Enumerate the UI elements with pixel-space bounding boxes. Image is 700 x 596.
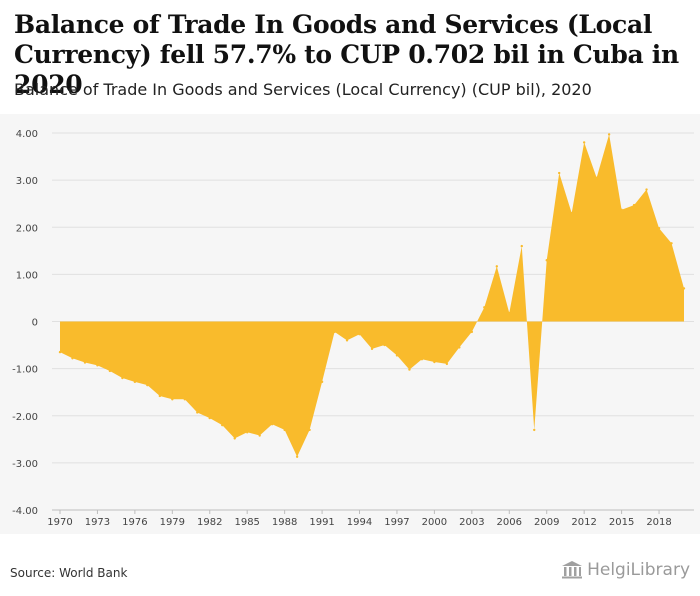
data-point [308, 428, 311, 432]
x-tick-label: 2000 [422, 517, 447, 528]
data-point [108, 369, 112, 373]
x-tick-label: 1970 [47, 517, 72, 528]
data-point [270, 423, 274, 426]
data-point [358, 333, 361, 336]
data-point [620, 208, 623, 212]
data-point [495, 265, 498, 268]
x-tick-label: 1994 [347, 517, 372, 528]
data-point [233, 437, 236, 440]
y-tick-label: -3.00 [12, 459, 38, 470]
data-point [83, 361, 87, 364]
data-point [258, 434, 261, 437]
data-point [433, 360, 436, 364]
data-point [121, 376, 124, 380]
data-point [408, 368, 411, 371]
chart-title: Balance of Trade In Goods and Services (… [14, 10, 679, 99]
data-point [420, 358, 424, 361]
x-tick-label: 1985 [234, 517, 259, 528]
x-tick-label: 1997 [384, 517, 409, 528]
y-tick-label: -2.00 [12, 412, 38, 423]
data-point [383, 343, 386, 347]
y-tick-label: 0 [32, 318, 38, 329]
data-point [146, 383, 149, 387]
x-tick-label: 1982 [197, 517, 222, 528]
data-point [483, 306, 486, 309]
chart-panel: 4.00 3.00 2.00 1.00 0 -1.00 -2.00 -3.00 -4.00 197… [0, 114, 700, 534]
data-point [508, 311, 511, 315]
data-point [208, 416, 211, 420]
y-tick-label: 4.00 [16, 129, 38, 140]
x-tick-label: 1973 [85, 517, 110, 528]
data-point [246, 431, 249, 434]
data-point [632, 203, 636, 207]
data-point [458, 346, 461, 349]
data-point [657, 226, 661, 230]
data-point [395, 354, 399, 357]
x-tick-label: 2003 [459, 517, 484, 528]
y-tick-label: 1.00 [16, 270, 38, 281]
helgi-library-logo[interactable]: HelgiLibrary [561, 560, 690, 580]
area-chart: 4.00 3.00 2.00 1.00 0 -1.00 -2.00 -3.00 -4.00 197… [12, 129, 694, 528]
data-point [295, 455, 299, 458]
data-point [670, 242, 673, 245]
data-point [595, 176, 598, 179]
x-tick-label: 2018 [646, 517, 671, 528]
data-point [520, 244, 523, 248]
data-point [570, 211, 573, 215]
data-point [645, 188, 648, 191]
x-tick-label: 2015 [609, 517, 634, 528]
data-point [370, 347, 374, 351]
y-tick-label: -1.00 [12, 365, 38, 376]
data-point [71, 357, 74, 360]
x-tick-label: 2006 [497, 517, 522, 528]
logo-text: HelgiLibrary [587, 560, 690, 580]
series-area [60, 134, 684, 457]
data-point [445, 362, 449, 366]
data-point [158, 394, 162, 398]
data-point [133, 380, 137, 384]
data-point [545, 259, 548, 262]
data-point [320, 380, 324, 384]
data-point [345, 339, 349, 342]
x-tick-label: 1976 [122, 517, 147, 528]
y-tick-label: 2.00 [16, 223, 38, 234]
footer: Source: World Bank HelgiLibrary [0, 548, 700, 596]
x-tick-label: 1988 [272, 517, 297, 528]
data-point [96, 364, 99, 367]
data-point [283, 428, 286, 432]
data-point [682, 287, 686, 290]
data-point [333, 330, 336, 334]
source-text: Source: World Bank [10, 566, 128, 580]
data-point [533, 428, 536, 432]
x-tick-label: 2009 [534, 517, 559, 528]
data-point [196, 411, 199, 414]
data-point [470, 330, 474, 334]
library-columns-icon [562, 561, 583, 579]
data-point [558, 171, 561, 175]
y-tick-label: 3.00 [16, 176, 38, 187]
chart-subtitle: Balance of Trade In Goods and Services (… [14, 80, 592, 99]
x-tick-label: 2012 [571, 517, 596, 528]
data-point [582, 141, 586, 144]
data-point [183, 398, 186, 401]
y-tick-label: -4.00 [12, 506, 38, 517]
data-point [58, 350, 62, 354]
x-tick-label: 1991 [309, 517, 334, 528]
data-point [171, 398, 174, 401]
data-point [221, 423, 224, 427]
x-tick-label: 1979 [160, 517, 185, 528]
data-point [607, 133, 611, 136]
